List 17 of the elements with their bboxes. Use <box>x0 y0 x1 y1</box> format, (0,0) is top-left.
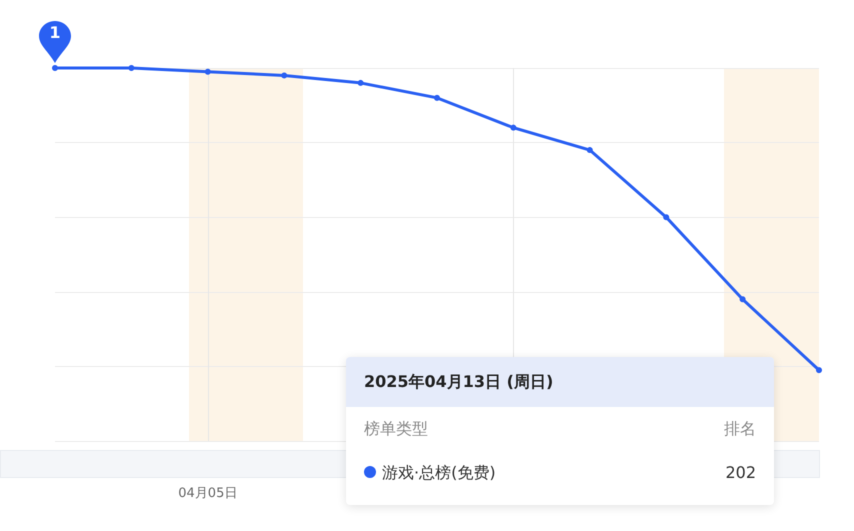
point <box>663 214 670 220</box>
point <box>510 124 516 131</box>
annotation: 2025年04月13日 (周日) <box>346 357 774 407</box>
text: 04月05日 <box>177 485 238 502</box>
annotation: 排名 <box>724 418 756 440</box>
point <box>128 65 134 71</box>
point <box>204 68 211 75</box>
point <box>816 367 822 374</box>
annotation: 榜单类型 <box>364 418 428 440</box>
point <box>281 72 288 78</box>
point <box>52 65 58 71</box>
point <box>740 296 746 302</box>
point <box>586 147 593 154</box>
annotation: 1 <box>48 23 62 42</box>
point <box>434 94 440 101</box>
point <box>358 80 364 86</box>
rank-tooltip: 2025年04月13日 (周日) 榜单类型 排名 游戏·总榜(免费) 202 <box>346 357 774 505</box>
